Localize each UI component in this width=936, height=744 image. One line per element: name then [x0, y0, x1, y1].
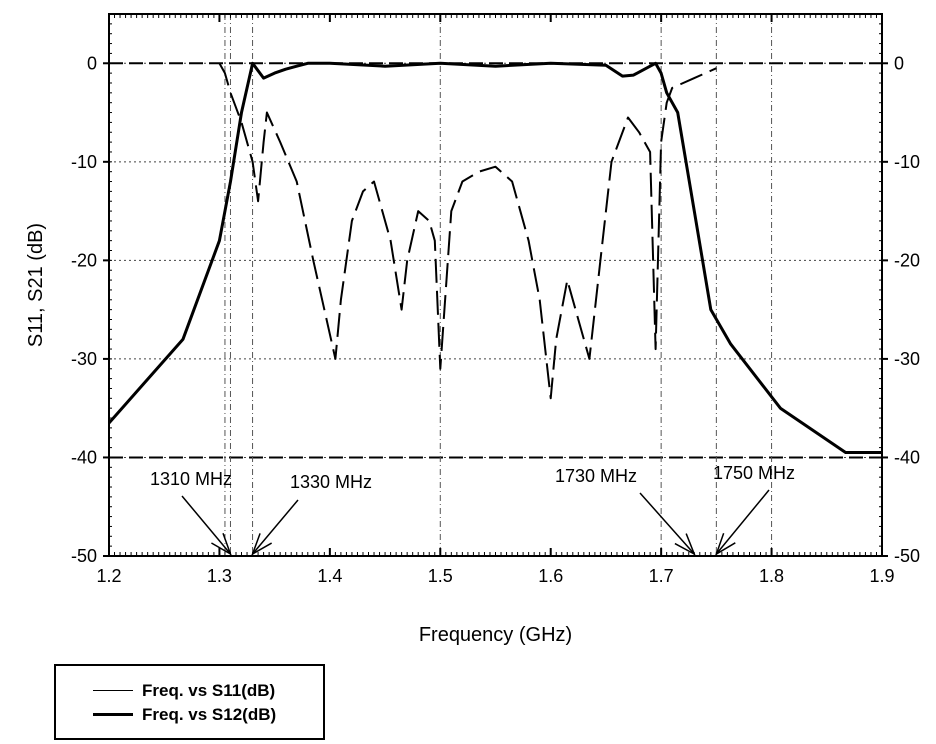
legend: Freq. vs S11(dB) Freq. vs S12(dB) — [54, 664, 325, 740]
y-tick-labels: 0 0 -10 -10 -20 -20 -30 -30 -40 -40 -50 -50 — [71, 53, 920, 566]
series-layer — [107, 61, 882, 454]
x-tick-label: 1.2 — [96, 566, 121, 586]
y-tick-label-left: -10 — [71, 152, 97, 172]
annotation-arrowhead — [211, 533, 232, 556]
legend-label-s11: Freq. vs S11(dB) — [142, 681, 276, 700]
x-tick-label: 1.6 — [538, 566, 563, 586]
annotation-arrowhead — [714, 532, 736, 556]
y-tick-label-left: -50 — [71, 546, 97, 566]
legend-item-s11: Freq. vs S11(dB) — [56, 678, 323, 702]
ticks — [103, 13, 888, 557]
y-tick-label-right: -40 — [894, 447, 920, 467]
annotation-arrow — [639, 492, 695, 555]
chart-svg: 1.2 1.3 1.4 1.5 1.6 1.7 1.8 1.9 0 0 -10 -10 -20 -20 -… — [25, 13, 920, 646]
x-axis-title: Frequency (GHz) — [419, 624, 572, 646]
y-tick-label-left: -40 — [71, 447, 97, 467]
x-tick-label: 1.4 — [317, 566, 342, 586]
legend-item-s12: Freq. vs S12(dB) — [56, 702, 323, 726]
y-tick-label-right: -20 — [894, 250, 920, 270]
legend-swatch-s11 — [93, 690, 133, 691]
y-tick-label-left: -20 — [71, 250, 97, 270]
x-tick-label: 1.3 — [207, 566, 232, 586]
annotation-label: 1750 MHz — [713, 463, 795, 483]
legend-label-s12: Freq. vs S12(dB) — [142, 705, 277, 724]
y-tick-label-right: -10 — [894, 152, 920, 172]
x-tick-label: 1.8 — [759, 566, 784, 586]
annotations: 1310 MHz 1330 MHz 1730 MHz 1750 MHz — [150, 463, 795, 556]
annotation-arrowhead — [251, 533, 273, 556]
y-tick-label-right: 0 — [894, 53, 904, 73]
annotation-arrow — [251, 499, 299, 555]
reference-lines — [109, 62, 882, 459]
x-tick-label: 1.9 — [869, 566, 894, 586]
x-tick-label: 1.5 — [428, 566, 453, 586]
series-line-s12 — [107, 61, 882, 454]
legend-swatch-s12 — [93, 713, 133, 716]
series-line-s11 — [218, 62, 717, 400]
y-tick-label-right: -50 — [894, 546, 920, 566]
x-tick-label: 1.7 — [649, 566, 674, 586]
annotation-label: 1330 MHz — [290, 472, 372, 492]
annotation-arrow — [715, 489, 770, 555]
y-tick-label-left: -30 — [71, 349, 97, 369]
annotation-arrowhead — [674, 533, 696, 556]
annotation-label: 1730 MHz — [555, 466, 637, 486]
vertical-markers — [224, 14, 773, 556]
y-tick-label-right: -30 — [894, 349, 920, 369]
annotation-arrow — [181, 495, 232, 555]
x-tick-labels: 1.2 1.3 1.4 1.5 1.6 1.7 1.8 1.9 — [96, 566, 894, 586]
y-tick-label-left: 0 — [87, 53, 97, 73]
annotation-label: 1310 MHz — [150, 469, 232, 489]
y-axis-title: S11, S21 (dB) — [25, 223, 47, 347]
